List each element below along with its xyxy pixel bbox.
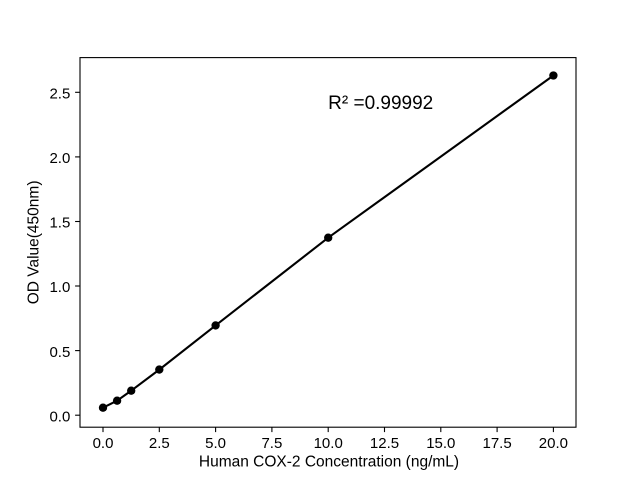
svg-text:5.0: 5.0 bbox=[205, 435, 226, 452]
svg-text:0.0: 0.0 bbox=[93, 435, 114, 452]
svg-text:10.0: 10.0 bbox=[314, 435, 343, 452]
svg-text:1.0: 1.0 bbox=[49, 279, 70, 296]
svg-text:OD Value(450nm): OD Value(450nm) bbox=[26, 181, 43, 305]
svg-text:2.5: 2.5 bbox=[49, 86, 70, 103]
svg-text:20.0: 20.0 bbox=[539, 435, 568, 452]
svg-text:0.0: 0.0 bbox=[49, 408, 70, 425]
svg-text:2.0: 2.0 bbox=[49, 150, 70, 167]
svg-text:0.5: 0.5 bbox=[49, 344, 70, 361]
svg-text:12.5: 12.5 bbox=[370, 435, 399, 452]
svg-text:15.0: 15.0 bbox=[426, 435, 455, 452]
svg-text:7.5: 7.5 bbox=[261, 435, 282, 452]
svg-text:Human COX-2 Concentration (ng/: Human COX-2 Concentration (ng/mL) bbox=[199, 454, 459, 471]
svg-text:1.5: 1.5 bbox=[49, 215, 70, 232]
svg-text:2.5: 2.5 bbox=[149, 435, 170, 452]
svg-text:17.5: 17.5 bbox=[482, 435, 511, 452]
svg-text:R² =0.99992: R² =0.99992 bbox=[328, 93, 433, 114]
